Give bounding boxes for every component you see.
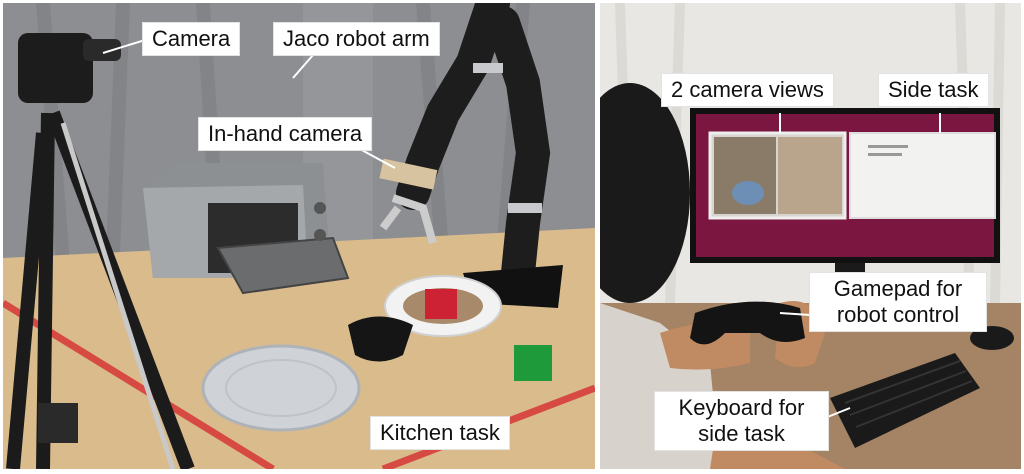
toaster-oven <box>143 163 350 295</box>
monitor <box>690 108 1014 350</box>
label-keyboard: Keyboard for side task <box>654 391 829 451</box>
red-cube <box>425 289 457 319</box>
label-in-hand-camera: In-hand camera <box>198 117 373 151</box>
label-keyboard-line2: side task <box>698 421 785 446</box>
plate <box>201 344 361 432</box>
label-camera-views: 2 camera views <box>661 73 834 107</box>
label-side-task: Side task <box>878 73 989 107</box>
label-gamepad: Gamepad for robot control <box>809 272 987 332</box>
green-cube <box>514 345 552 381</box>
operator-photo: 2 camera views Side task Gamepad for rob… <box>600 3 1021 469</box>
jaco-robot-arm <box>379 3 563 308</box>
label-jaco-robot-arm: Jaco robot arm <box>273 22 440 56</box>
label-gamepad-line2: robot control <box>836 302 960 327</box>
gamepad <box>690 301 805 345</box>
label-kitchen-task: Kitchen task <box>370 416 510 450</box>
kitchen-photo: Camera Jaco robot arm In-hand camera Kit… <box>3 3 595 469</box>
label-gamepad-line1: Gamepad for <box>833 276 963 301</box>
keyboard <box>830 353 980 448</box>
black-bowl <box>348 316 413 362</box>
label-keyboard-line1: Keyboard for <box>678 395 805 420</box>
camera-tripod <box>6 33 195 469</box>
label-camera: Camera <box>142 22 241 56</box>
kitchen-scene <box>3 3 595 469</box>
camera-device <box>18 33 93 103</box>
